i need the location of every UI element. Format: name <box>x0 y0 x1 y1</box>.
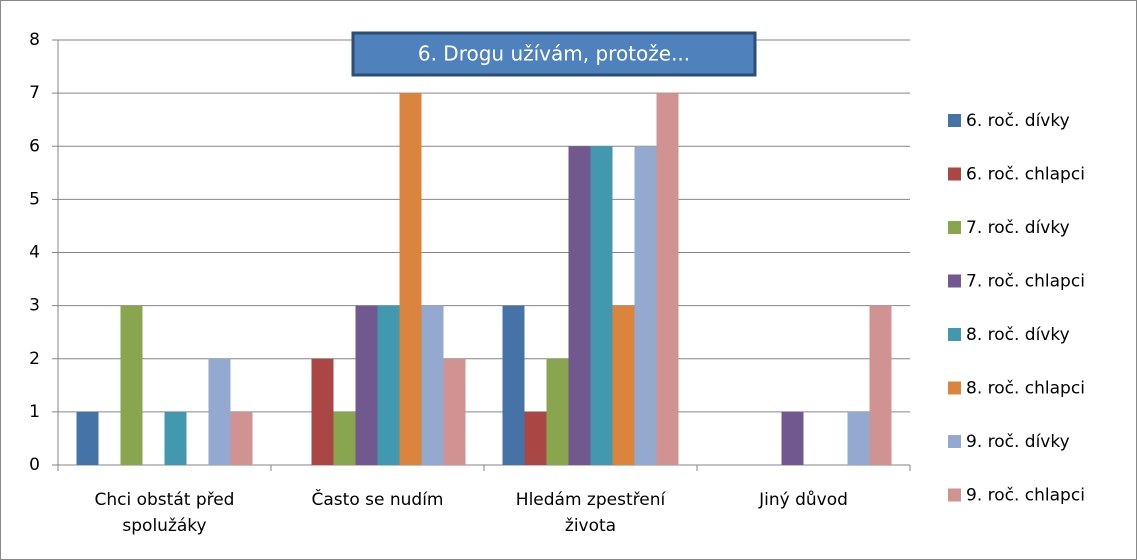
y-tick-label: 3 <box>29 296 40 316</box>
legend-swatch <box>948 221 961 234</box>
bar <box>869 305 892 465</box>
y-tick-label: 5 <box>29 189 40 209</box>
bar <box>524 411 547 465</box>
x-tick-label: Jiný důvod <box>759 490 848 510</box>
legend-label: 7. roč. dívky <box>966 218 1070 238</box>
y-tick-label: 8 <box>29 30 40 50</box>
bar <box>656 93 679 465</box>
legend-swatch <box>948 114 961 127</box>
bar <box>847 411 870 465</box>
bar <box>443 358 466 465</box>
y-tick-label: 2 <box>29 349 40 369</box>
bar <box>76 411 99 465</box>
legend-label: 9. roč. dívky <box>966 432 1070 452</box>
bar <box>590 146 613 465</box>
bar <box>399 93 422 465</box>
bar <box>120 305 143 465</box>
legend-swatch <box>948 274 961 288</box>
bar <box>781 411 804 465</box>
y-tick-label: 0 <box>29 455 40 475</box>
bar <box>502 305 525 465</box>
legend-swatch <box>948 167 961 181</box>
bar <box>546 358 569 465</box>
bar <box>333 411 356 465</box>
bar <box>164 411 187 465</box>
legend-label: 8. roč. dívky <box>966 325 1070 345</box>
bar <box>634 146 657 465</box>
x-tick-label: Často se nudím <box>311 490 444 510</box>
legend-label: 6. roč. dívky <box>966 111 1070 131</box>
bar <box>230 411 253 465</box>
bar <box>377 305 400 465</box>
bar <box>355 305 378 465</box>
bar <box>421 305 444 465</box>
x-tick-label: Chci obstát před spolužáky <box>94 490 235 536</box>
legend-swatch <box>948 328 961 341</box>
bar <box>311 358 334 465</box>
legend-swatch <box>948 381 961 395</box>
legend-swatch <box>948 488 961 502</box>
chart-title: 6. Drogu užívám, protože... <box>418 42 690 66</box>
title-box <box>351 31 757 77</box>
legend-swatch <box>948 435 961 448</box>
bar <box>208 358 231 465</box>
y-tick-label: 4 <box>29 243 40 263</box>
bar <box>612 305 635 465</box>
legend-label: 9. roč. chlapci <box>966 486 1085 506</box>
y-tick-label: 7 <box>29 83 40 103</box>
y-tick-label: 1 <box>29 402 40 422</box>
legend-label: 8. roč. chlapci <box>966 379 1085 399</box>
legend-label: 7. roč. chlapci <box>966 272 1085 292</box>
x-tick-label: Hledám zpestření života <box>515 490 666 536</box>
y-tick-label: 6 <box>29 136 40 156</box>
legend-label: 6. roč. chlapci <box>966 165 1085 185</box>
bar <box>568 146 591 465</box>
